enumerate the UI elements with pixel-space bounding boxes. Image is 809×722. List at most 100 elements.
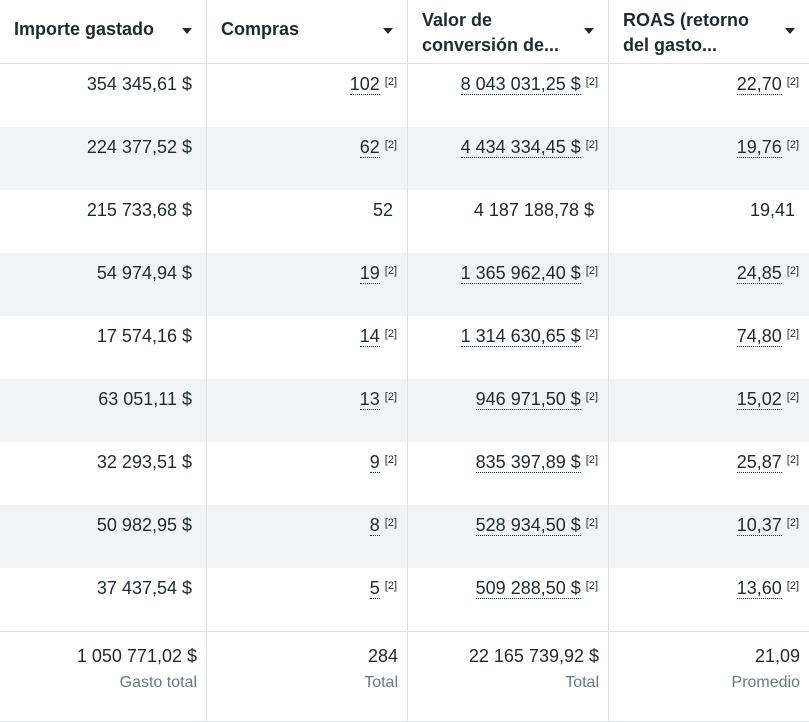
total-value: 284 <box>367 646 398 666</box>
purchases-value[interactable]: 19 <box>359 263 380 284</box>
conversion-value-cell: 835 397,89 $ [2] <box>408 442 609 505</box>
amount-spent-value: 354 345,61 $ <box>86 74 192 94</box>
roas-cell: 10,37 [2] <box>609 505 809 568</box>
amount-spent-value: 50 982,95 $ <box>96 515 192 535</box>
column-header-amount-spent[interactable]: Importe gastado <box>0 0 207 64</box>
roas-value[interactable]: 74,80 <box>736 326 782 347</box>
roas-value[interactable]: 22,70 <box>736 74 782 95</box>
footnote-marker: [2] <box>585 265 598 277</box>
roas-value[interactable]: 15,02 <box>736 389 782 410</box>
roas-cell: 24,85 [2] <box>609 253 809 316</box>
conversion-value[interactable]: 528 934,50 $ <box>475 515 581 536</box>
footnote-marker: [2] <box>384 265 397 277</box>
roas-value[interactable]: 13,60 <box>736 578 782 599</box>
column-header-conversion-value[interactable]: Valor de conversión de... <box>408 0 609 64</box>
footnote-marker: [2] <box>585 76 598 88</box>
conversion-value[interactable]: 1 314 630,65 $ <box>460 326 581 347</box>
footnote-marker: [2] <box>786 391 799 403</box>
average-roas: 21,09 Promedio <box>609 632 809 722</box>
conversion-value[interactable]: 946 971,50 $ <box>475 389 581 410</box>
amount-spent-value: 215 733,68 $ <box>86 200 192 220</box>
table-row: 32 293,51 $ 9 [2] 835 397,89 $ [2] 25,87 [2… <box>0 442 809 505</box>
footnote-marker: [2] <box>786 517 799 529</box>
purchases-cell: 14 [2] <box>207 316 408 379</box>
conversion-value[interactable]: 8 043 031,25 $ <box>460 74 581 95</box>
amount-spent-cell: 354 345,61 $ <box>0 64 207 127</box>
purchases-cell: 8 [2] <box>207 505 408 568</box>
column-header-label-line2: del gasto... <box>623 35 718 55</box>
conversion-value[interactable]: 1 365 962,40 $ <box>460 263 581 284</box>
purchases-value[interactable]: 14 <box>359 326 380 347</box>
footnote-marker: [2] <box>384 139 397 151</box>
footnote-marker: [2] <box>384 517 397 529</box>
purchases-value[interactable]: 9 <box>369 452 380 473</box>
conversion-value[interactable]: 835 397,89 $ <box>475 452 581 473</box>
column-header-roas[interactable]: ROAS (retorno del gasto... <box>609 0 809 64</box>
amount-spent-value: 224 377,52 $ <box>86 137 192 157</box>
chevron-down-icon[interactable] <box>785 28 795 34</box>
roas-value: 19,41 <box>749 200 795 220</box>
conversion-value-cell: 1 314 630,65 $ [2] <box>408 316 609 379</box>
roas-value[interactable]: 24,85 <box>736 263 782 284</box>
footnote-marker: [2] <box>585 517 598 529</box>
footnote-marker: [2] <box>786 454 799 466</box>
table-row: 54 974,94 $ 19 [2] 1 365 962,40 $ [2] 24,8… <box>0 253 809 316</box>
total-conversion-value: 22 165 739,92 $ Total <box>408 632 609 722</box>
amount-spent-cell: 63 051,11 $ <box>0 379 207 442</box>
conversion-value-cell: 1 365 962,40 $ [2] <box>408 253 609 316</box>
purchases-value[interactable]: 8 <box>369 515 380 536</box>
footnote-marker: [2] <box>585 139 598 151</box>
table-row: 50 982,95 $ 8 [2] 528 934,50 $ [2] 10,37 [2… <box>0 505 809 568</box>
purchases-cell: 5 [2] <box>207 568 408 631</box>
column-header-label: Compras <box>221 19 300 39</box>
roas-value[interactable]: 19,76 <box>736 137 782 158</box>
footnote-marker: [2] <box>786 580 799 592</box>
total-purchases: 284 Total <box>207 632 408 722</box>
roas-cell: 15,02 [2] <box>609 379 809 442</box>
footnote-marker: [2] <box>585 580 598 592</box>
conversion-value-cell: 4 434 334,45 $ [2] <box>408 127 609 190</box>
purchases-value[interactable]: 13 <box>359 389 380 410</box>
footnote-marker: [2] <box>585 391 598 403</box>
roas-cell: 19,41 <box>609 190 809 253</box>
chevron-down-icon[interactable] <box>383 28 393 34</box>
total-value: 21,09 <box>754 646 800 666</box>
footnote-marker: [2] <box>585 454 598 466</box>
footnote-marker: [2] <box>786 265 799 277</box>
amount-spent-cell: 32 293,51 $ <box>0 442 207 505</box>
footnote-marker: [2] <box>786 76 799 88</box>
conversion-value-cell: 8 043 031,25 $ [2] <box>408 64 609 127</box>
purchases-cell: 52 <box>207 190 408 253</box>
amount-spent-cell: 17 574,16 $ <box>0 316 207 379</box>
roas-cell: 74,80 [2] <box>609 316 809 379</box>
table-row: 224 377,52 $ 62 [2] 4 434 334,45 $ [2] 19,… <box>0 127 809 190</box>
amount-spent-value: 37 437,54 $ <box>96 578 192 598</box>
conversion-value[interactable]: 509 288,50 $ <box>475 578 581 599</box>
purchases-value[interactable]: 102 <box>349 74 380 95</box>
conversion-value: 4 187 188,78 $ <box>473 200 594 220</box>
roas-value[interactable]: 25,87 <box>736 452 782 473</box>
purchases-value[interactable]: 62 <box>359 137 380 158</box>
total-label: Gasto total <box>119 674 197 691</box>
footnote-marker: [2] <box>786 328 799 340</box>
column-header-purchases[interactable]: Compras <box>207 0 408 64</box>
amount-spent-value: 17 574,16 $ <box>96 326 192 346</box>
total-value: 1 050 771,02 $ <box>76 646 197 666</box>
footnote-marker: [2] <box>384 580 397 592</box>
roas-cell: 25,87 [2] <box>609 442 809 505</box>
amount-spent-cell: 224 377,52 $ <box>0 127 207 190</box>
table-row: 17 574,16 $ 14 [2] 1 314 630,65 $ [2] 74,8… <box>0 316 809 379</box>
chevron-down-icon[interactable] <box>584 28 594 34</box>
conversion-value-cell: 509 288,50 $ [2] <box>408 568 609 631</box>
footnote-marker: [2] <box>585 328 598 340</box>
chevron-down-icon[interactable] <box>182 28 192 34</box>
conversion-value-cell: 946 971,50 $ [2] <box>408 379 609 442</box>
roas-cell: 19,76 [2] <box>609 127 809 190</box>
amount-spent-value: 54 974,94 $ <box>96 263 192 283</box>
purchases-cell: 19 [2] <box>207 253 408 316</box>
table-row: 215 733,68 $ 52 4 187 188,78 $ 19,41 <box>0 190 809 253</box>
conversion-value[interactable]: 4 434 334,45 $ <box>460 137 581 158</box>
roas-value[interactable]: 10,37 <box>736 515 782 536</box>
purchases-value[interactable]: 5 <box>369 578 380 599</box>
